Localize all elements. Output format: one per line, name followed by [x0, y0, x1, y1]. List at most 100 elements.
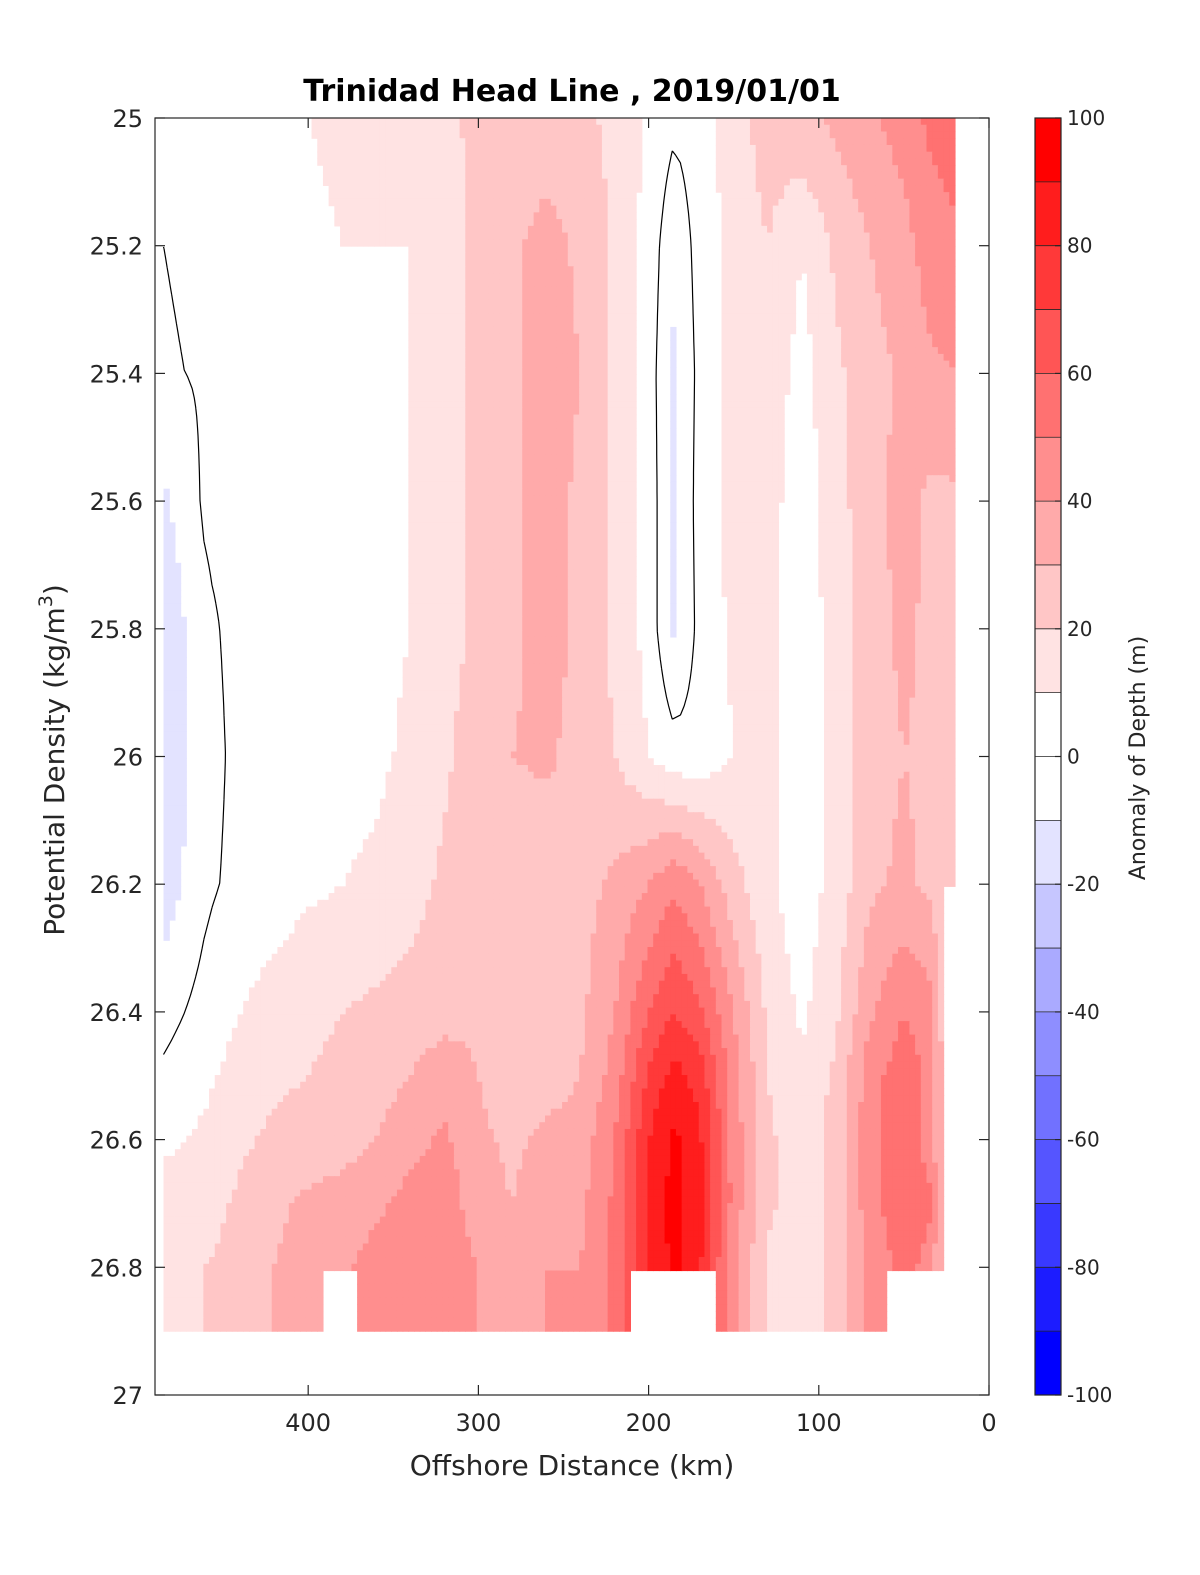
contour-cell: [898, 488, 905, 497]
contour-cell: [789, 279, 797, 288]
contour-cell: [829, 219, 836, 227]
contour-cell: [596, 502, 603, 510]
contour-cell: [465, 124, 472, 133]
contour-cell: [539, 239, 546, 247]
contour-cell: [937, 428, 945, 436]
contour-cell: [875, 414, 882, 422]
contour-cell: [920, 118, 928, 126]
contour-cell: [607, 421, 614, 429]
contour-cell: [778, 273, 785, 281]
contour-cell: [539, 454, 546, 463]
contour-cell: [550, 340, 557, 348]
contour-cell: [567, 212, 575, 220]
contour-cell: [812, 219, 819, 227]
contour-cell: [573, 347, 580, 355]
contour-cell: [619, 380, 626, 389]
contour-cell: [824, 266, 831, 274]
contour-cell: [425, 138, 432, 146]
contour-cell: [414, 225, 421, 234]
contour-cell: [414, 394, 421, 402]
contour-cell: [607, 225, 614, 234]
contour-cell: [573, 151, 580, 160]
contour-cell: [527, 394, 535, 402]
contour-cell: [613, 178, 620, 186]
contour-cell: [903, 212, 910, 220]
contour-cell: [915, 380, 922, 389]
contour-cell: [590, 286, 597, 294]
contour-cell: [414, 353, 421, 362]
contour-cell: [875, 380, 882, 389]
contour-cell: [510, 401, 518, 409]
contour-cell: [545, 367, 552, 375]
contour-cell: [806, 138, 814, 146]
contour-cell: [453, 205, 461, 213]
contour-cell: [402, 124, 409, 133]
contour-cell: [579, 212, 586, 220]
contour-cell: [562, 508, 569, 517]
contour-cell: [391, 198, 398, 207]
contour-cell: [824, 185, 831, 193]
contour-cell: [579, 414, 586, 422]
contour-cell: [476, 131, 483, 139]
contour-cell: [453, 246, 461, 254]
contour-cell: [806, 212, 814, 220]
contour-cell: [613, 151, 620, 160]
contour-cell: [920, 205, 928, 213]
contour-cell: [482, 367, 489, 375]
contour-cell: [567, 326, 575, 335]
contour-cell: [590, 138, 597, 146]
contour-cell: [846, 394, 854, 402]
contour-cell: [408, 198, 415, 207]
contour-cell: [858, 273, 865, 281]
contour-cell: [539, 158, 546, 166]
contour-cell: [886, 360, 893, 368]
contour-cell: [835, 192, 842, 200]
contour-cell: [442, 144, 449, 153]
contour-cell: [345, 124, 352, 133]
contour-cell: [846, 407, 854, 416]
contour-cell: [909, 428, 916, 436]
contour-cell: [539, 508, 546, 517]
contour-cell: [835, 138, 842, 146]
contour-cell: [784, 367, 791, 375]
contour-cell: [436, 488, 444, 497]
contour-cell: [619, 144, 626, 153]
contour-cell: [852, 165, 859, 173]
contour-cell: [340, 205, 347, 213]
contour-cell: [829, 502, 836, 510]
contour-cell: [892, 414, 899, 422]
contour-cell: [493, 246, 501, 254]
contour-cell: [812, 192, 819, 200]
contour-cell: [772, 313, 780, 321]
contour-cell: [909, 508, 916, 517]
contour-cell: [624, 333, 631, 342]
contour-cell: [898, 320, 905, 328]
contour-cell: [903, 495, 910, 503]
contour-cell: [772, 118, 780, 126]
contour-cell: [601, 326, 609, 335]
contour-cell: [789, 165, 797, 173]
contour-cell: [459, 367, 466, 375]
contour-cell: [431, 320, 438, 328]
contour-cell: [852, 158, 859, 166]
contour-cell: [898, 212, 905, 220]
contour-cell: [778, 286, 785, 294]
contour-cell: [937, 407, 945, 416]
contour-cell: [812, 380, 819, 389]
contour-cell: [761, 454, 768, 463]
contour-cell: [414, 421, 421, 429]
contour-cell: [920, 401, 928, 409]
contour-cell: [738, 232, 745, 240]
contour-cell: [562, 259, 569, 267]
contour-cell: [949, 508, 956, 517]
contour-cell: [488, 326, 495, 335]
contour-cell: [579, 387, 586, 395]
contour-cell: [431, 434, 438, 443]
contour-cell: [812, 360, 819, 368]
contour-cell: [550, 367, 557, 375]
contour-cell: [784, 259, 791, 267]
contour-cell: [841, 394, 848, 402]
contour-cell: [562, 313, 569, 321]
contour-cell: [892, 407, 899, 416]
contour-cell: [601, 380, 609, 389]
